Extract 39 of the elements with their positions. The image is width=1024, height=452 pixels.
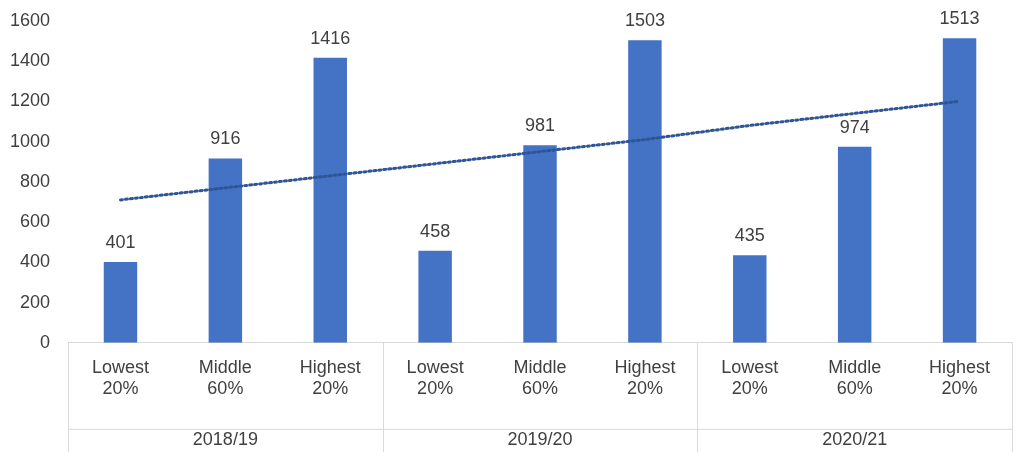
data-label: 435 (734, 225, 765, 246)
y-tick-label: 1000 (10, 130, 51, 151)
x-tick-label: Middle 60% (828, 356, 882, 399)
bar (418, 250, 452, 343)
y-tick-label: 1200 (10, 90, 51, 111)
y-tick-label: 600 (20, 211, 51, 232)
bar (837, 146, 872, 343)
y-tick-label: 0 (40, 331, 51, 352)
data-label: 981 (525, 115, 556, 136)
data-label: 1513 (939, 8, 980, 29)
x-tick-label: Highest 20% (929, 356, 991, 399)
data-label: 1416 (310, 27, 351, 48)
bar (103, 262, 138, 343)
text: 2018/19 (192, 428, 258, 449)
data-label: 1503 (624, 10, 665, 31)
bar (942, 38, 977, 343)
bar (523, 145, 557, 343)
data-label: 458 (420, 220, 451, 241)
y-tick-label: 400 (20, 251, 51, 272)
data-label: 916 (210, 128, 241, 149)
bar (628, 40, 662, 343)
x-tick-label: Highest 20% (614, 356, 676, 399)
bar (733, 255, 767, 343)
x-tick-label: Lowest 20% (721, 356, 779, 399)
x-tick-label: Lowest 20% (406, 356, 464, 399)
x-tick-label: Middle 60% (513, 356, 567, 399)
y-tick-label: 1600 (10, 9, 51, 30)
bar (208, 158, 243, 343)
x-tick-label: Highest 20% (299, 356, 361, 399)
bar (313, 57, 347, 343)
text: 2020/21 (822, 428, 888, 449)
data-label: 401 (105, 232, 136, 253)
text: 2019/20 (507, 428, 573, 449)
x-tick-label: Middle 60% (198, 356, 252, 399)
y-tick-label: 200 (20, 291, 51, 312)
y-tick-label: 800 (20, 170, 51, 191)
data-label: 974 (839, 116, 870, 137)
x-tick-label: Lowest 20% (91, 356, 150, 399)
y-tick-label: 1400 (10, 50, 51, 71)
